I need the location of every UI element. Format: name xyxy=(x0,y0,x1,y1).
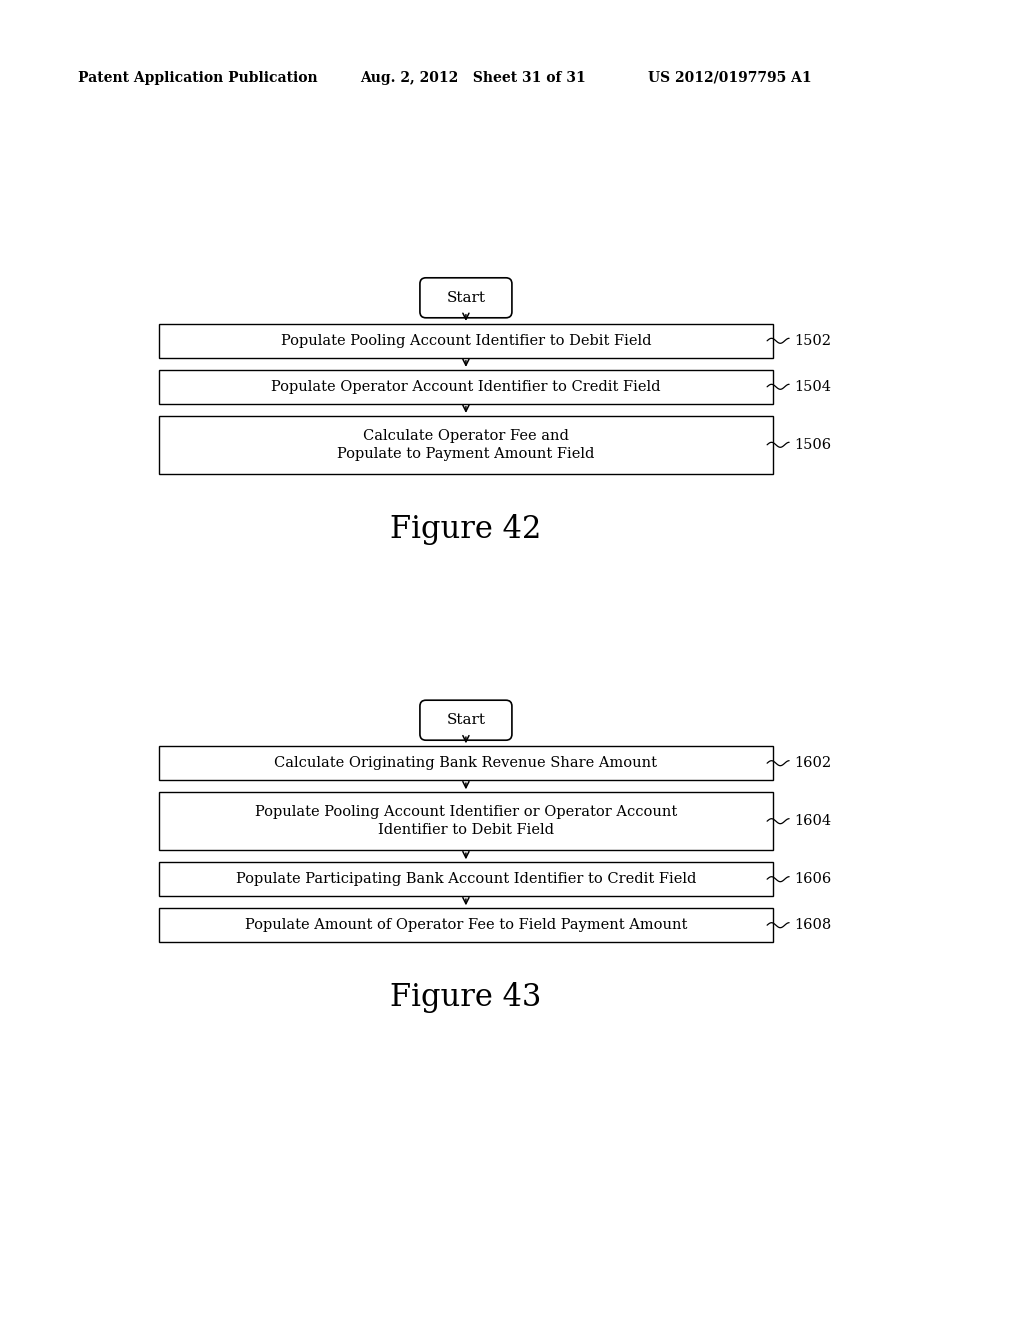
Text: 1506: 1506 xyxy=(795,438,831,451)
FancyBboxPatch shape xyxy=(420,700,512,741)
Text: Populate Amount of Operator Fee to Field Payment Amount: Populate Amount of Operator Fee to Field… xyxy=(245,919,687,932)
Text: Populate Operator Account Identifier to Credit Field: Populate Operator Account Identifier to … xyxy=(271,380,660,393)
FancyBboxPatch shape xyxy=(159,862,773,896)
FancyBboxPatch shape xyxy=(159,370,773,404)
Text: Figure 43: Figure 43 xyxy=(390,982,542,1014)
FancyBboxPatch shape xyxy=(159,416,773,474)
FancyBboxPatch shape xyxy=(159,323,773,358)
FancyBboxPatch shape xyxy=(159,792,773,850)
Text: 1608: 1608 xyxy=(795,919,831,932)
Text: Aug. 2, 2012   Sheet 31 of 31: Aug. 2, 2012 Sheet 31 of 31 xyxy=(360,71,586,84)
FancyBboxPatch shape xyxy=(159,908,773,942)
Text: Calculate Operator Fee and
Populate to Payment Amount Field: Calculate Operator Fee and Populate to P… xyxy=(337,429,595,461)
Text: Populate Pooling Account Identifier or Operator Account
Identifier to Debit Fiel: Populate Pooling Account Identifier or O… xyxy=(255,805,677,837)
Text: Populate Participating Bank Account Identifier to Credit Field: Populate Participating Bank Account Iden… xyxy=(236,873,696,886)
Text: Start: Start xyxy=(446,713,485,727)
Text: 1504: 1504 xyxy=(795,380,831,393)
Text: 1604: 1604 xyxy=(795,814,831,828)
Text: Figure 42: Figure 42 xyxy=(390,513,542,545)
Text: 1502: 1502 xyxy=(795,334,831,347)
Text: Start: Start xyxy=(446,290,485,305)
Text: Populate Pooling Account Identifier to Debit Field: Populate Pooling Account Identifier to D… xyxy=(281,334,651,347)
Text: 1602: 1602 xyxy=(795,756,831,770)
FancyBboxPatch shape xyxy=(159,746,773,780)
Text: 1606: 1606 xyxy=(795,873,831,886)
Text: Calculate Originating Bank Revenue Share Amount: Calculate Originating Bank Revenue Share… xyxy=(274,756,657,770)
FancyBboxPatch shape xyxy=(420,277,512,318)
Text: Patent Application Publication: Patent Application Publication xyxy=(78,71,317,84)
Text: US 2012/0197795 A1: US 2012/0197795 A1 xyxy=(648,71,812,84)
